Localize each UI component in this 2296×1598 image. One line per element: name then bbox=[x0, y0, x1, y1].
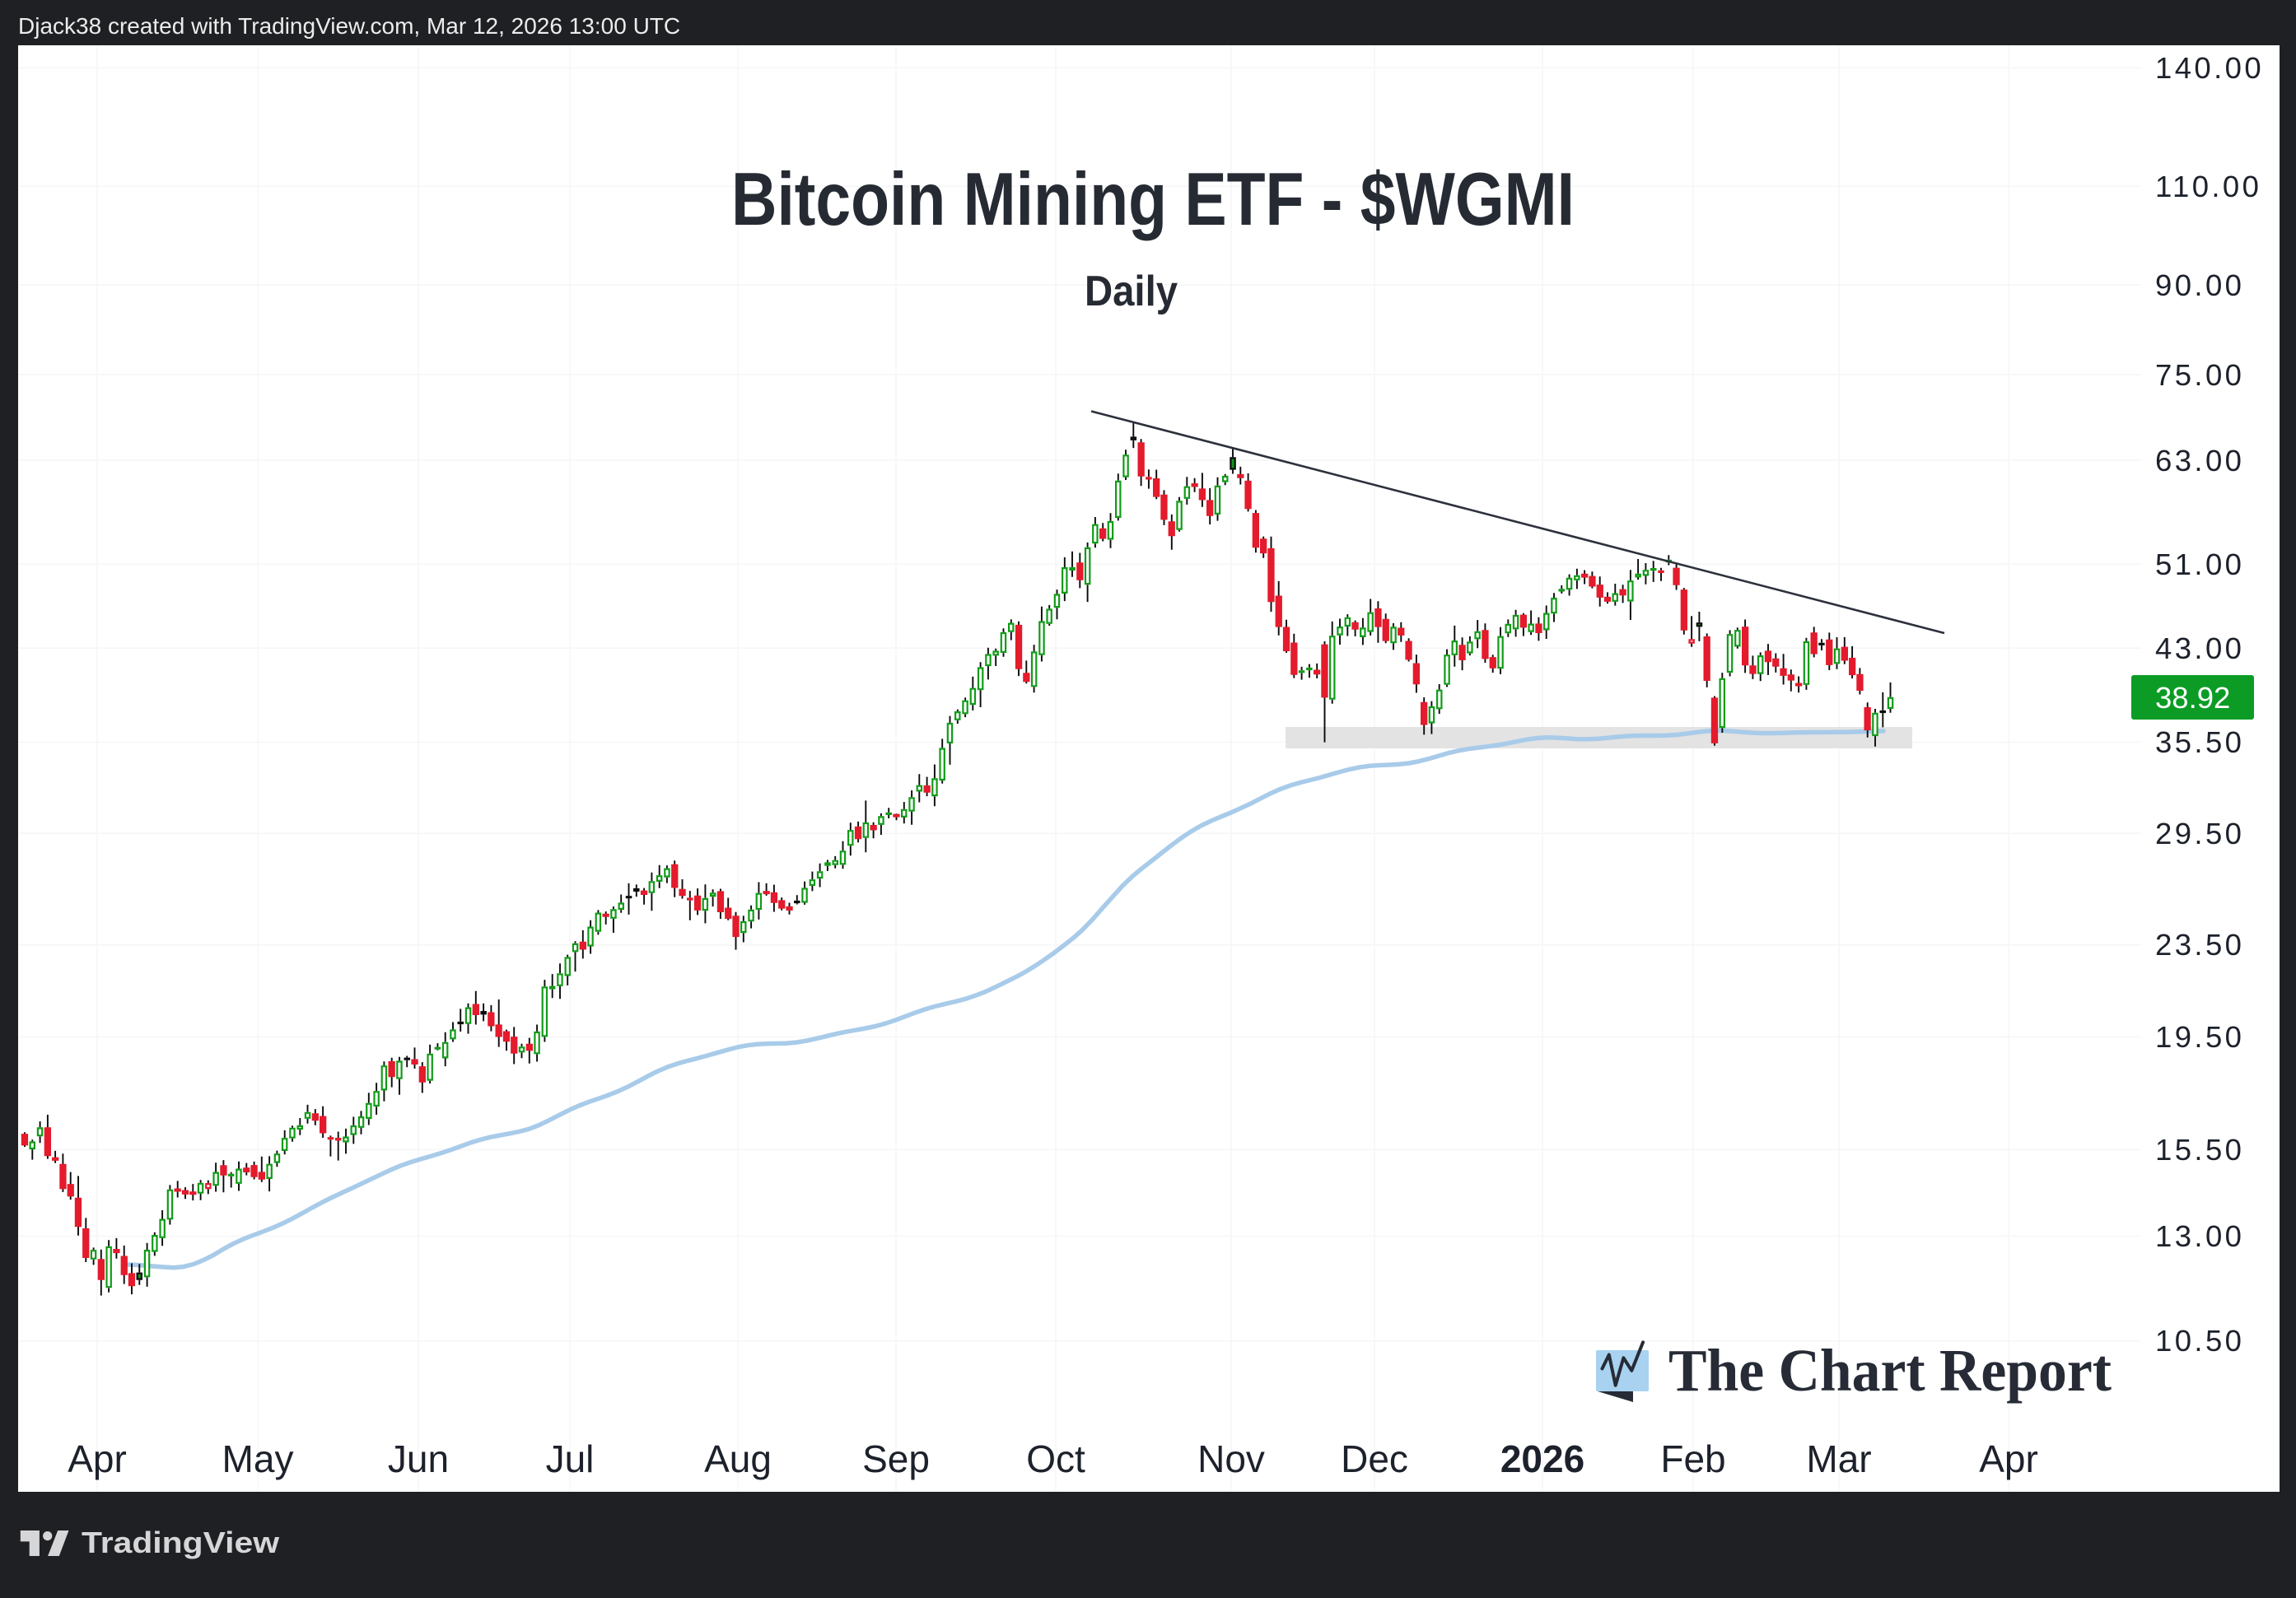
svg-text:Daily: Daily bbox=[1085, 268, 1178, 315]
svg-text:2026: 2026 bbox=[1500, 1437, 1584, 1480]
svg-text:35.50: 35.50 bbox=[2155, 725, 2244, 759]
svg-text:38.92: 38.92 bbox=[2155, 681, 2230, 715]
svg-text:Jun: Jun bbox=[388, 1437, 449, 1480]
svg-text:19.50: 19.50 bbox=[2155, 1020, 2244, 1054]
svg-text:110.00: 110.00 bbox=[2155, 170, 2261, 203]
svg-text:29.50: 29.50 bbox=[2155, 817, 2244, 850]
svg-text:Sep: Sep bbox=[862, 1437, 930, 1480]
svg-text:15.50: 15.50 bbox=[2155, 1133, 2244, 1167]
svg-text:TradingView: TradingView bbox=[82, 1526, 280, 1559]
svg-text:Nov: Nov bbox=[1197, 1437, 1265, 1480]
svg-text:Aug: Aug bbox=[704, 1437, 772, 1480]
svg-text:13.00: 13.00 bbox=[2155, 1219, 2244, 1253]
svg-text:10.50: 10.50 bbox=[2155, 1324, 2244, 1358]
svg-text:75.00: 75.00 bbox=[2155, 358, 2244, 392]
svg-text:90.00: 90.00 bbox=[2155, 268, 2244, 302]
svg-text:Oct: Oct bbox=[1026, 1437, 1085, 1480]
svg-text:140.00: 140.00 bbox=[2155, 51, 2264, 85]
svg-text:Feb: Feb bbox=[1660, 1437, 1725, 1480]
svg-text:May: May bbox=[222, 1437, 294, 1480]
svg-text:Mar: Mar bbox=[1806, 1437, 1871, 1480]
svg-text:Apr: Apr bbox=[1979, 1437, 2038, 1480]
svg-text:Jul: Jul bbox=[546, 1437, 595, 1480]
svg-text:43.00: 43.00 bbox=[2155, 631, 2244, 665]
svg-text:Bitcoin Mining ETF - $WGMI: Bitcoin Mining ETF - $WGMI bbox=[731, 158, 1575, 241]
svg-text:The Chart Report: The Chart Report bbox=[1668, 1337, 2112, 1404]
svg-text:51.00: 51.00 bbox=[2155, 547, 2244, 581]
svg-text:Djack38 created with TradingVi: Djack38 created with TradingView.com, Ma… bbox=[18, 13, 680, 39]
svg-text:Dec: Dec bbox=[1341, 1437, 1408, 1480]
svg-text:Apr: Apr bbox=[68, 1437, 127, 1480]
svg-text:63.00: 63.00 bbox=[2155, 444, 2244, 478]
svg-text:23.50: 23.50 bbox=[2155, 928, 2244, 962]
